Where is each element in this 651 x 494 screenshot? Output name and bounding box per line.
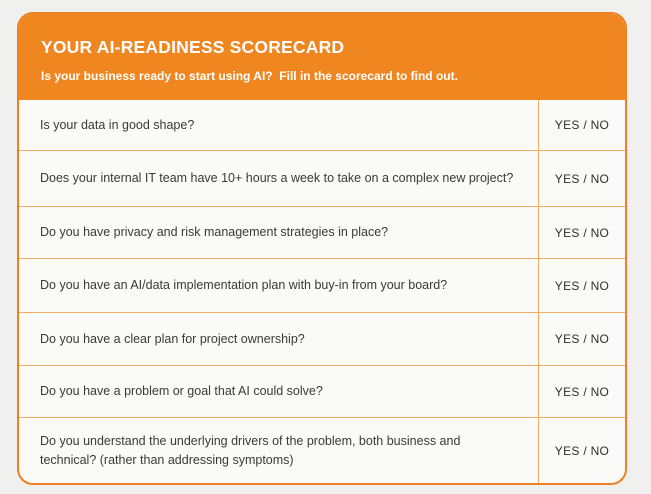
scorecard-table: Is your data in good shape? YES / NO Doe…	[19, 100, 625, 483]
question-text: Do you have a problem or goal that AI co…	[40, 384, 323, 399]
question-text: Is your data in good shape?	[40, 117, 195, 132]
table-row: Do you have a problem or goal that AI co…	[19, 365, 625, 417]
question-cell: Do you have an AI/data implementation pl…	[19, 259, 538, 312]
table-row: Is your data in good shape? YES / NO	[19, 100, 625, 150]
yes-no-cell[interactable]: YES / NO	[538, 366, 625, 417]
question-cell: Do you have privacy and risk management …	[19, 207, 538, 258]
question-text: Do you have privacy and risk management …	[40, 225, 389, 240]
scorecard-header: YOUR AI-READINESS SCORECARD Is your busi…	[19, 14, 625, 100]
table-row: Do you have an AI/data implementation pl…	[19, 258, 625, 312]
question-text: Do you have an AI/data implementation pl…	[40, 278, 448, 293]
yes-no-cell[interactable]: YES / NO	[538, 259, 625, 312]
question-cell: Is your data in good shape?	[19, 100, 538, 150]
scorecard-title: YOUR AI-READINESS SCORECARD	[41, 37, 345, 57]
table-row: Do you have a clear plan for project own…	[19, 312, 625, 365]
table-row: Do you understand the underlying drivers…	[19, 417, 625, 483]
yes-no-cell[interactable]: YES / NO	[538, 100, 625, 150]
yes-no-cell[interactable]: YES / NO	[538, 207, 625, 258]
yes-no-cell[interactable]: YES / NO	[538, 151, 625, 206]
question-text: Does your internal IT team have 10+ hour…	[40, 171, 514, 186]
question-text: Do you understand the underlying drivers…	[40, 434, 461, 467]
question-cell: Do you have a clear plan for project own…	[19, 313, 538, 365]
scorecard-card: YOUR AI-READINESS SCORECARD Is your busi…	[17, 12, 627, 485]
yes-no-cell[interactable]: YES / NO	[538, 418, 625, 483]
yes-no-cell[interactable]: YES / NO	[538, 313, 625, 365]
question-text: Do you have a clear plan for project own…	[40, 331, 305, 346]
question-cell: Do you understand the underlying drivers…	[19, 418, 538, 483]
question-cell: Do you have a problem or goal that AI co…	[19, 366, 538, 417]
table-row: Does your internal IT team have 10+ hour…	[19, 150, 625, 206]
table-row: Do you have privacy and risk management …	[19, 206, 625, 258]
question-cell: Does your internal IT team have 10+ hour…	[19, 151, 538, 206]
scorecard-subtitle: Is your business ready to start using AI…	[41, 69, 458, 83]
